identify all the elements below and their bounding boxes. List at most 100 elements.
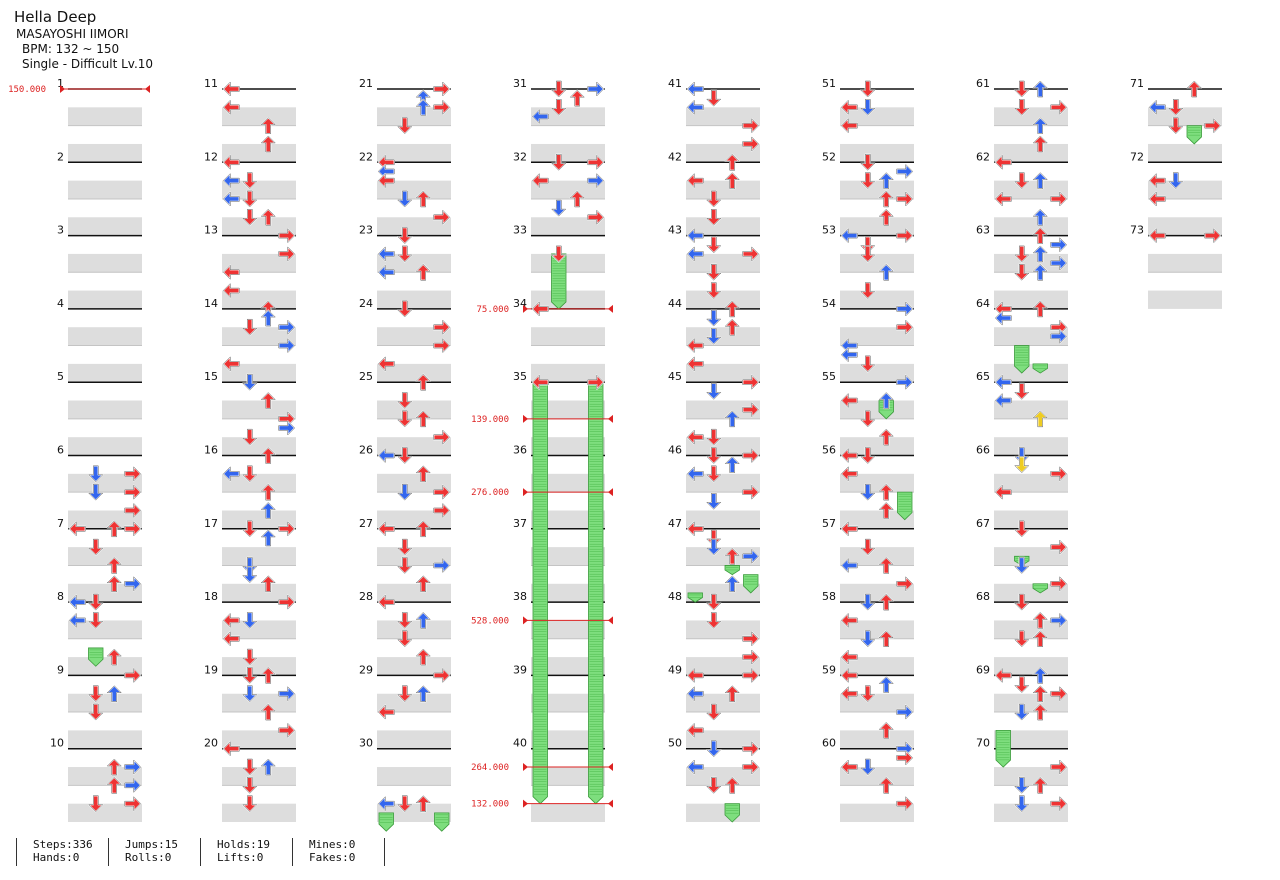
measure-number: 47 (668, 517, 682, 530)
arrow-icon (1032, 685, 1048, 703)
beat-stripe (531, 437, 605, 456)
beat-stripe (840, 547, 914, 566)
arrow-icon (377, 154, 395, 170)
arrow-icon (278, 319, 296, 335)
arrow-icon (222, 172, 240, 189)
arrow-icon (686, 227, 704, 244)
beat-stripe (994, 583, 1068, 603)
arrow-icon (531, 172, 549, 189)
arrow-icon (724, 318, 740, 336)
beat-stripe (840, 620, 914, 639)
arrow-icon (433, 557, 451, 574)
beat-stripe (531, 473, 605, 493)
hold-note (434, 812, 450, 832)
measure-number: 46 (668, 444, 682, 457)
bpm-marker: 132.000 (471, 799, 613, 810)
arrow-icon (377, 594, 395, 610)
arrow-icon (397, 300, 413, 318)
arrow-icon (587, 154, 605, 170)
beat-stripe (222, 143, 296, 163)
arrow-icon (686, 99, 704, 115)
arrow-icon (260, 666, 276, 685)
arrow-icon (377, 521, 395, 537)
beat-stripe (840, 400, 914, 419)
song-bpm: BPM: 132 ~ 150 (22, 42, 120, 56)
beat-stripe (531, 767, 605, 786)
hold-note (588, 381, 604, 805)
arrow-icon (278, 521, 296, 537)
arrow-icon (1148, 227, 1166, 244)
arrow-icon (742, 246, 760, 262)
arrow-icon (551, 80, 567, 98)
arrow-icon (706, 89, 722, 107)
arrow-icon (1204, 227, 1222, 244)
arrow-icon (433, 502, 451, 519)
arrow-icon (531, 374, 549, 390)
arrow-icon (742, 374, 760, 390)
arrow-icon (222, 154, 240, 170)
arrow-icon (840, 347, 858, 363)
arrow-icon (1050, 796, 1068, 812)
arrow-icon (124, 759, 142, 775)
beat-stripe (994, 547, 1068, 566)
beat-stripe (840, 217, 914, 236)
arrow-icon (742, 548, 760, 564)
arrow-icon (840, 612, 858, 629)
arrow-icon (415, 575, 431, 593)
measure-number: 63 (976, 224, 990, 237)
arrow-icon (242, 666, 258, 685)
arrow-icon (860, 758, 876, 776)
arrow-icon (587, 172, 605, 189)
stat-hands: Hands:0 (33, 851, 80, 864)
beat-stripe (222, 583, 296, 603)
beat-stripe (840, 437, 914, 456)
arrow-icon (433, 99, 451, 115)
beat-stripe (1148, 253, 1222, 273)
measure-number: 33 (513, 224, 527, 237)
arrow-icon (377, 356, 395, 372)
measure-number: 59 (822, 663, 836, 676)
measure-number: 22 (359, 150, 373, 163)
arrow-icon (896, 319, 914, 335)
beat-stripe (840, 180, 914, 199)
arrow-icon (724, 171, 740, 190)
beat-stripe (1148, 290, 1222, 309)
arrow-icon (896, 227, 914, 244)
beat-stripe (531, 583, 605, 603)
hold-note (1014, 345, 1030, 374)
beat-stripe (686, 363, 760, 383)
arrow-icon (242, 208, 258, 226)
arrow-icon (1014, 80, 1030, 98)
hold-note (724, 565, 740, 576)
measure-number: 11 (204, 77, 218, 90)
arrow-icon (860, 593, 876, 611)
beat-stripe (840, 693, 914, 713)
arrow-icon (1050, 539, 1068, 555)
arrow-icon (686, 466, 704, 482)
arrow-icon (1032, 245, 1048, 263)
arrow-icon (222, 612, 240, 629)
arrow-icon (415, 685, 431, 703)
beat-stripe (994, 107, 1068, 126)
arrow-icon (106, 758, 122, 776)
measure-number: 39 (513, 663, 527, 676)
arrow-icon (896, 796, 914, 812)
arrow-icon (1032, 611, 1048, 630)
hold-note (1186, 125, 1202, 145)
arrow-icon (706, 236, 722, 254)
arrow-icon (860, 153, 876, 171)
arrow-icon (397, 556, 413, 575)
arrow-icon (706, 465, 722, 483)
beat-stripe (686, 803, 760, 822)
bpm-label: 264.000 (471, 763, 509, 773)
stats-group-steps: Steps:336 Hands:0 (16, 838, 108, 866)
arrow-icon (742, 741, 760, 757)
beat-stripe (531, 693, 605, 713)
beat-stripe (377, 437, 451, 456)
measure-number: 28 (359, 590, 373, 603)
arrow-icon (1014, 98, 1030, 116)
arrow-icon (742, 118, 760, 134)
measure-number: 54 (822, 297, 836, 310)
arrow-icon (587, 81, 605, 97)
beat-stripe (222, 107, 296, 126)
